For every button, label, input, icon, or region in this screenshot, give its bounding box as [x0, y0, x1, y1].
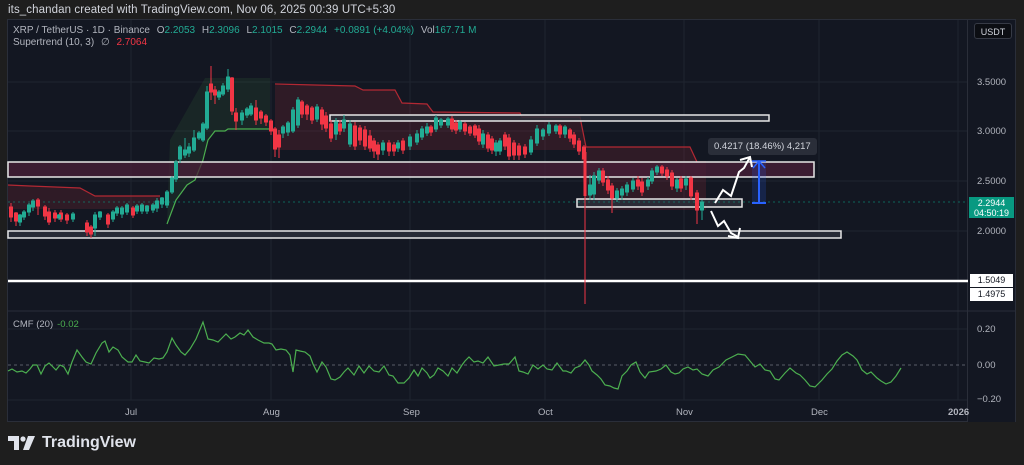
- volume-value: 167.71 M: [434, 25, 477, 36]
- cmf-tick: −0.20: [977, 394, 1002, 402]
- currency-button[interactable]: USDT: [974, 23, 1012, 39]
- low-value: 2.1015: [252, 25, 283, 36]
- price-tick: 3.5000: [977, 77, 1007, 88]
- time-tick: Nov: [676, 407, 693, 418]
- current-price-tag: 2.2944 04:50:19: [969, 197, 1014, 218]
- brand-name: TradingView: [42, 434, 136, 451]
- time-tick: Aug: [263, 407, 280, 418]
- cmf-value: -0.02: [57, 319, 79, 330]
- price-axis[interactable]: [968, 19, 1016, 422]
- cmf-legend: CMF (20) -0.02: [13, 319, 79, 330]
- chart-pane[interactable]: [7, 19, 968, 422]
- time-tick: Oct: [538, 407, 553, 418]
- bar-countdown: 04:50:19: [973, 208, 1010, 218]
- cmf-label[interactable]: CMF (20): [13, 319, 54, 330]
- cmf-tick: 0.00: [977, 360, 996, 371]
- symbol-label[interactable]: XRP / TetherUS · 1D · Binance: [13, 25, 150, 36]
- price-tick: 3.0000: [977, 126, 1007, 137]
- supertrend-value: 2.7064: [116, 37, 148, 48]
- supertrend-label[interactable]: Supertrend (10, 3): [13, 37, 95, 48]
- level-tag: 1.4975: [970, 288, 1013, 301]
- brand-logo: TradingView: [8, 434, 136, 452]
- time-tick: Jul: [125, 407, 138, 418]
- level-tag: 1.5049: [970, 274, 1013, 287]
- price-tick: 2.5000: [977, 176, 1007, 187]
- high-value: 2.3096: [209, 25, 240, 36]
- change-value: +0.0891 (+4.04%): [334, 25, 415, 36]
- created-line: its_chandan created with TradingView.com…: [8, 4, 396, 16]
- tradingview-logo-icon: [8, 436, 35, 450]
- price-tick: 2.0000: [977, 226, 1007, 237]
- visibility-icon[interactable]: ∅: [100, 37, 110, 48]
- close-value: 2.2944: [296, 25, 328, 36]
- cmf-tick: 0.20: [977, 324, 996, 335]
- current-price: 2.2944: [977, 198, 1006, 208]
- open-value: 2.2053: [164, 25, 196, 36]
- chart-legend: XRP / TetherUS · 1D · Binance O2.2053 H2…: [13, 25, 477, 48]
- time-tick: 2026: [948, 407, 970, 418]
- measure-label: 0.4217 (18.46%) 4,217: [708, 138, 817, 155]
- time-tick: Dec: [811, 407, 828, 418]
- time-tick: Sep: [403, 407, 420, 418]
